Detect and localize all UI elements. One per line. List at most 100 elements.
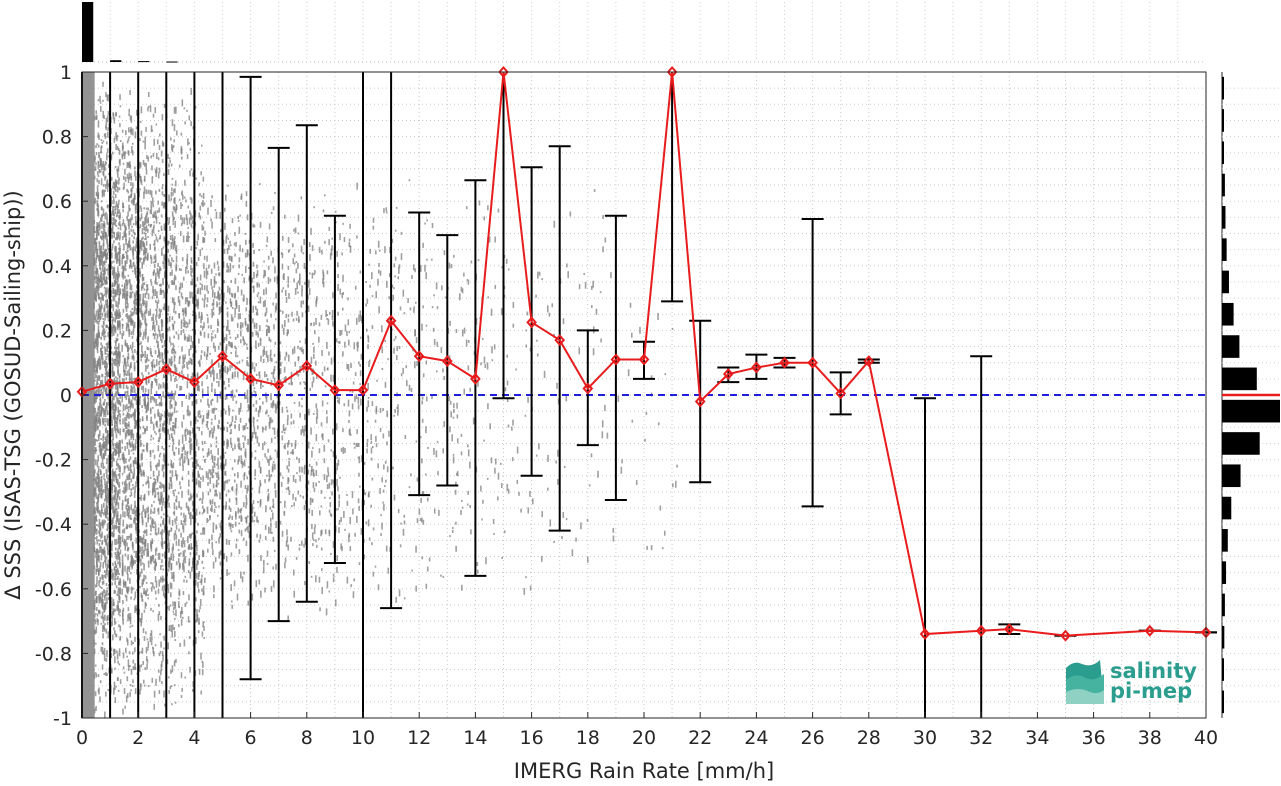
scatter-point (237, 216, 240, 220)
scatter-point (252, 285, 255, 293)
scatter-point (161, 575, 164, 583)
scatter-point (99, 422, 102, 425)
scatter-point (106, 437, 109, 441)
scatter-point (114, 631, 116, 635)
scatter-point (167, 533, 170, 541)
scatter-point (111, 398, 114, 405)
scatter-point (215, 408, 218, 411)
scatter-point (217, 321, 220, 327)
scatter-point (173, 335, 175, 339)
scatter-point (141, 452, 143, 460)
scatter-point (183, 517, 186, 523)
scatter-point (170, 163, 173, 167)
scatter-point (202, 585, 205, 591)
scatter-point (141, 385, 143, 390)
scatter-point (119, 288, 122, 295)
scatter-point (110, 656, 113, 659)
scatter-point (134, 591, 137, 599)
scatter-point (170, 669, 172, 674)
scatter-point (203, 459, 206, 462)
scatter-point (146, 480, 149, 484)
scatter-point (225, 194, 227, 201)
scatter-point (176, 384, 178, 389)
scatter-point (117, 234, 120, 239)
scatter-point (180, 506, 182, 510)
scatter-point (93, 541, 96, 545)
scatter-point (214, 345, 216, 352)
scatter-point (115, 304, 118, 307)
scatter-point (127, 408, 130, 412)
scatter-point (173, 574, 175, 582)
scatter-point (107, 350, 110, 353)
scatter-point (157, 325, 160, 332)
scatter-point (128, 279, 131, 283)
scatter-point (198, 475, 200, 478)
scatter-point (160, 283, 162, 287)
scatter-point (168, 194, 170, 202)
scatter-point (112, 222, 115, 226)
scatter-point (151, 177, 154, 184)
scatter-point (96, 200, 99, 207)
scatter-point (122, 708, 124, 715)
scatter-point (129, 218, 132, 226)
scatter-point (213, 425, 215, 430)
scatter-point (251, 593, 254, 601)
scatter-point (135, 298, 138, 306)
scatter-point (114, 317, 116, 322)
scatter-point (225, 234, 228, 238)
scatter-point (163, 236, 166, 242)
scatter-point (111, 419, 113, 426)
scatter-point (118, 488, 121, 494)
scatter-point (119, 322, 121, 330)
scatter-point (207, 448, 210, 455)
scatter-point (115, 420, 117, 424)
scatter-point (157, 354, 159, 358)
scatter-point (184, 676, 187, 679)
scatter-point (97, 360, 100, 367)
scatter-point (127, 607, 130, 612)
scatter-point (155, 390, 158, 396)
scatter-point (211, 302, 214, 306)
scatter-point (102, 521, 104, 529)
scatter-point (117, 474, 120, 477)
scatter-point (197, 411, 200, 418)
scatter-point (223, 380, 226, 385)
scatter-point (127, 554, 129, 559)
scatter-point (95, 257, 98, 260)
scatter-point (171, 238, 174, 245)
scatter-point (124, 362, 127, 367)
scatter-point (105, 556, 108, 559)
scatter-point (125, 373, 128, 376)
scatter-point (111, 243, 114, 249)
scatter-point (203, 331, 206, 338)
scatter-point (140, 558, 142, 566)
scatter-point (107, 111, 110, 116)
scatter-point (128, 373, 131, 381)
scatter-point (144, 316, 146, 324)
scatter-point (125, 394, 128, 401)
scatter-point (186, 451, 188, 459)
scatter-point (254, 469, 257, 477)
scatter-point (96, 439, 99, 442)
scatter-point (223, 337, 226, 341)
scatter-point (118, 343, 120, 347)
scatter-point (144, 591, 146, 595)
scatter-point (197, 234, 199, 241)
scatter-point (185, 579, 188, 583)
scatter-point (163, 454, 165, 462)
scatter-point (156, 282, 158, 286)
scatter-point (114, 581, 116, 586)
scatter-point (130, 332, 133, 335)
scatter-point (96, 613, 99, 617)
scatter-point (210, 444, 212, 448)
scatter-point (105, 290, 107, 298)
scatter-point (128, 347, 130, 350)
scatter-point (167, 371, 170, 375)
scatter-point (171, 624, 174, 631)
scatter-point (105, 570, 108, 575)
scatter-point (135, 215, 137, 222)
scatter-point (196, 609, 198, 617)
scatter-point (203, 527, 206, 535)
scatter-point (180, 672, 183, 679)
scatter-point (157, 445, 160, 452)
